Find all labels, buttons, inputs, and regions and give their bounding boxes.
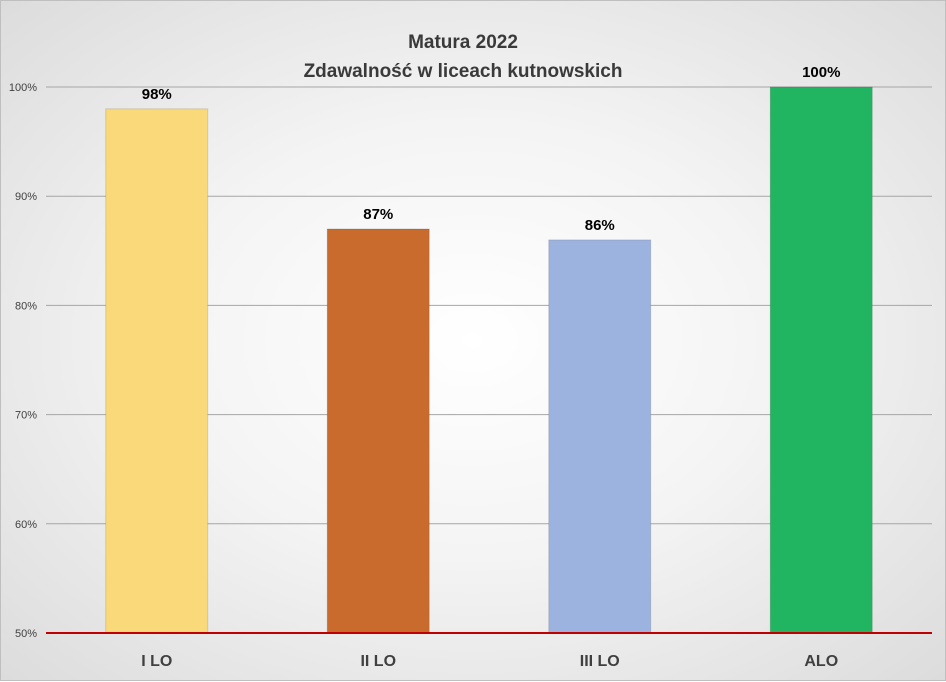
- data-label: 87%: [363, 206, 393, 223]
- bar: [326, 228, 430, 634]
- data-label: 98%: [142, 86, 172, 103]
- y-tick-label: 100%: [9, 82, 37, 94]
- category-label: I LO: [141, 653, 172, 670]
- y-tick-label: 80%: [15, 300, 37, 312]
- bar: [548, 239, 652, 634]
- bars: [105, 86, 873, 634]
- y-tick-label: 50%: [15, 628, 37, 640]
- data-labels: 98% 87% 86% 100%: [142, 64, 841, 234]
- category-label: II LO: [360, 653, 396, 670]
- category-label: ALO: [804, 653, 838, 670]
- category-label: III LO: [580, 653, 620, 670]
- chart-title-line-1: Matura 2022: [408, 32, 518, 53]
- y-tick-label: 70%: [15, 410, 37, 422]
- y-tick-label: 90%: [15, 191, 37, 203]
- data-label: 100%: [802, 64, 840, 81]
- bar: [105, 108, 209, 634]
- chart-title-line-2: Zdawalność w liceach kutnowskich: [304, 61, 623, 82]
- bar: [769, 86, 873, 634]
- data-label: 86%: [585, 217, 615, 234]
- axes: 50% 60% 70% 80% 90% 100% I LO II LO III LO ALO: [9, 82, 932, 670]
- y-tick-label: 60%: [15, 519, 37, 531]
